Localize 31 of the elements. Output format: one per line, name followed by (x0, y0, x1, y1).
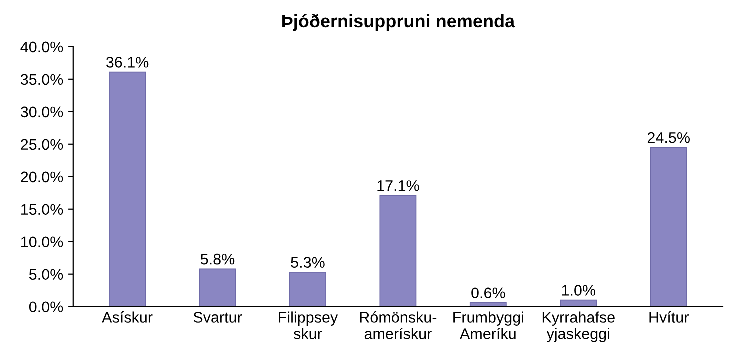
bar (109, 72, 146, 307)
bar (290, 272, 326, 307)
x-tick-label: Svartur (194, 312, 242, 323)
y-tick-label: 40.0% (20, 42, 64, 53)
x-tick-label: Kyrrahafse yjaskeggi (542, 312, 615, 342)
bar (650, 147, 688, 307)
x-tick-label: Hvítur (650, 312, 689, 323)
data-label: 5.3% (291, 257, 325, 268)
y-tick-label: 25.0% (21, 139, 64, 150)
data-label: 24.5% (648, 132, 690, 144)
x-tick-label: Rómönsku- amerískur (360, 312, 437, 340)
data-label: 5.8% (200, 254, 235, 265)
y-tick-label: 10.0% (22, 236, 64, 248)
y-tick-label: 20.0% (21, 172, 64, 183)
x-tick-label: Frumbyggi Ameríku (454, 312, 524, 340)
bar (380, 195, 417, 307)
y-tick-label: 35.0% (20, 74, 64, 86)
x-tick-label: Asískur (102, 312, 153, 323)
y-tick-label: 15.0% (22, 204, 64, 216)
data-label: 0.6% (472, 288, 506, 299)
x-tick-label: Filippsey skur (279, 312, 338, 340)
data-label: 36.1% (106, 57, 149, 68)
bar (199, 268, 236, 307)
data-label: 1.0% (562, 285, 596, 296)
data-label: 17.1% (378, 180, 420, 192)
bar (470, 302, 507, 307)
bar (560, 300, 598, 307)
chart-title: Þjóðernisuppruni nemenda (282, 14, 516, 32)
y-tick-label: 0.0% (29, 302, 64, 313)
y-tick-label: 5.0% (29, 269, 64, 280)
y-tick-label: 30.0% (20, 106, 64, 118)
